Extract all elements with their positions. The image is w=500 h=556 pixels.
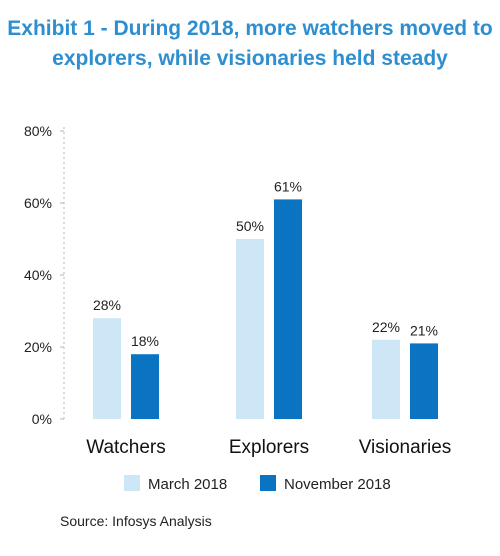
data-label: 61% bbox=[274, 178, 302, 194]
y-tick-label: 0% bbox=[32, 411, 52, 427]
x-category-label: Explorers bbox=[229, 437, 309, 458]
y-tick-label: 20% bbox=[24, 339, 52, 355]
legend-label-march: March 2018 bbox=[148, 476, 227, 493]
chart-title-line-1: Exhibit 1 - During 2018, more watchers m… bbox=[7, 17, 493, 40]
bar-march-watchers bbox=[93, 318, 121, 419]
data-label: 21% bbox=[410, 322, 438, 338]
bar-november-watchers bbox=[131, 354, 159, 419]
legend-label-november: November 2018 bbox=[284, 476, 391, 493]
chart-title: Exhibit 1 - During 2018, more watchers m… bbox=[0, 14, 500, 74]
legend-swatch-november bbox=[260, 475, 276, 491]
chart-title-line-2: explorers, while visionaries held steady bbox=[52, 47, 448, 70]
y-tick-label: 40% bbox=[24, 267, 52, 283]
y-tick-label: 80% bbox=[24, 123, 52, 139]
bar-march-visionaries bbox=[372, 339, 400, 419]
data-label: 50% bbox=[236, 218, 264, 234]
x-category-label: Visionaries bbox=[359, 437, 452, 458]
legend-swatch-march bbox=[124, 475, 140, 491]
data-label: 18% bbox=[131, 333, 159, 349]
y-tick-label: 60% bbox=[24, 195, 52, 211]
x-category-label: Watchers bbox=[86, 437, 166, 458]
source-note: Source: Infosys Analysis bbox=[60, 513, 212, 529]
data-label: 22% bbox=[372, 319, 400, 335]
bar-march-explorers bbox=[236, 239, 264, 419]
bar-november-visionaries bbox=[410, 343, 438, 419]
bar-november-explorers bbox=[274, 199, 302, 419]
data-label: 28% bbox=[93, 297, 121, 313]
